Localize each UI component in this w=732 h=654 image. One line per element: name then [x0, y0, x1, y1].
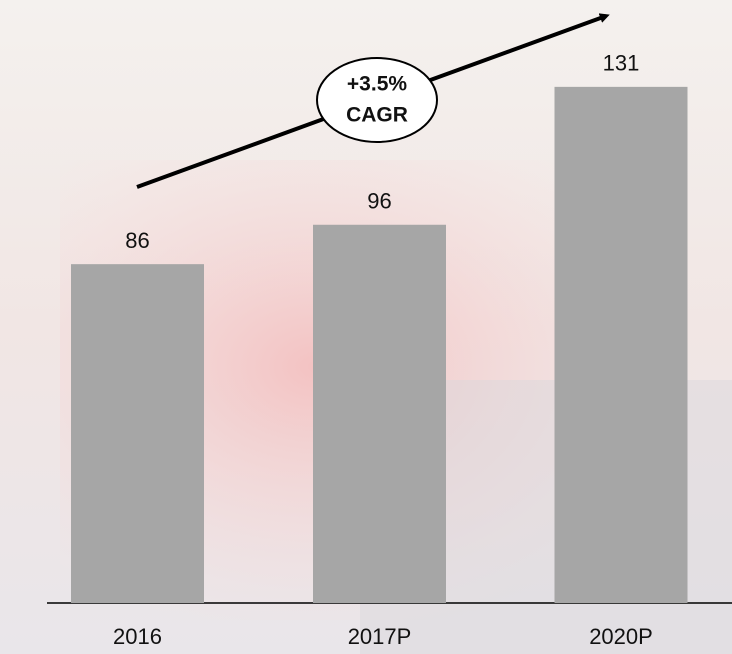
cagr-bubble: [316, 57, 438, 143]
bar: [313, 224, 446, 603]
value-label: 96: [367, 189, 391, 214]
bar: [71, 264, 204, 603]
cagr-label: CAGR: [346, 104, 408, 127]
x-tick-label: 2016: [113, 624, 162, 649]
cagr-rate: +3.5%: [347, 73, 407, 96]
x-tick-label: 2020P: [589, 624, 653, 649]
value-label: 131: [603, 51, 640, 76]
value-label: 86: [125, 228, 149, 253]
bar: [554, 86, 688, 604]
x-tick-label: 2017P: [348, 624, 412, 649]
